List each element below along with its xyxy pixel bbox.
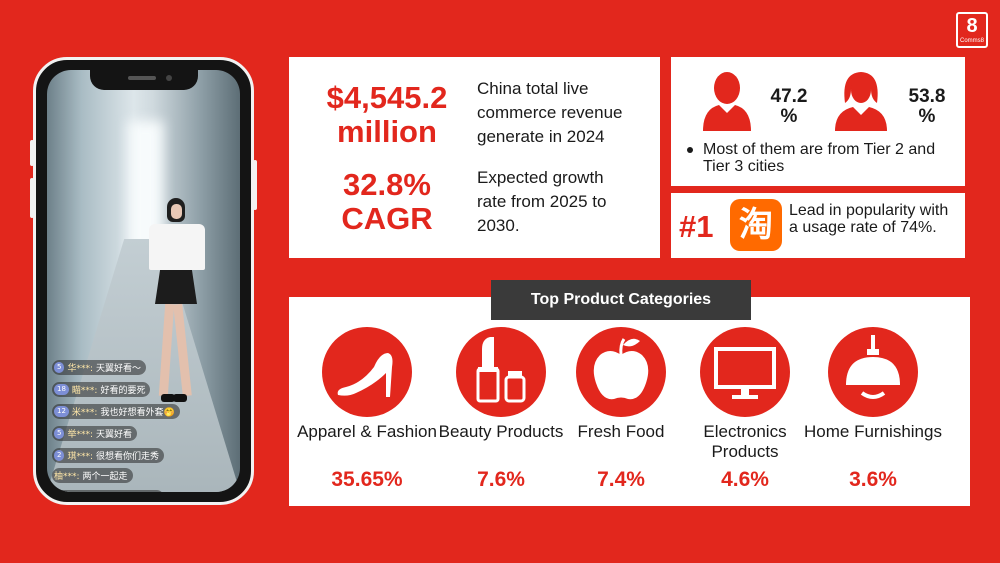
phone-mockup: 5 华***: 天翼好看～ 18 瞄***: 好看的要死 12 米***: 我也好想看外套🤭 5 举… — [30, 57, 257, 505]
category-beauty: Beauty Products 7.6% — [431, 327, 571, 492]
high-heel-icon — [337, 353, 393, 397]
comment-text: 好看的要死 — [100, 386, 146, 396]
category-value: 7.6% — [477, 468, 525, 491]
live-comment: 5 华***: 天翼好看～ — [52, 356, 222, 378]
comment-bubble: 柚***: 两个一起走 — [52, 468, 133, 483]
revenue-value: $4,545.2 million — [326, 80, 448, 149]
category-name: Fresh Food — [577, 422, 665, 441]
live-comment: 2 琪***: 很想看你们走秀 — [52, 444, 222, 466]
growth-value: 32.8% CAGR — [341, 167, 433, 236]
comment-user: 米***: — [71, 408, 98, 418]
monitor-icon — [714, 347, 776, 399]
level-badge: 5 — [54, 362, 65, 373]
comment-user: 琪***: — [67, 452, 94, 462]
category-electronics: Electronics Products 4.6% — [675, 327, 815, 492]
comment-text: 天翼好看 — [96, 430, 133, 440]
level-badge: 5 — [54, 428, 65, 439]
category-value: 4.6% — [721, 468, 769, 491]
comment-text: 很想看你们走秀 — [96, 452, 160, 462]
logo-brand: Comms8 — [959, 38, 984, 44]
comment-text: 我也好想看外套🤭 — [100, 408, 175, 418]
comment-bubble: 5 举***: 天翼好看 — [52, 426, 138, 441]
male-icon — [703, 72, 751, 131]
live-comment: 18 瞄***: 好看的要死 — [52, 378, 222, 400]
live-comments: 5 华***: 天翼好看～ 18 瞄***: 好看的要死 12 米***: 我也好想看外套🤭 5 举… — [52, 356, 222, 492]
lamp-icon — [846, 335, 900, 399]
category-value: 7.4% — [597, 468, 645, 491]
live-comment: 5 举***: 天翼好看 — [52, 422, 222, 444]
comment-text: 两个一起走 — [82, 472, 128, 482]
livestream-screen: 5 华***: 天翼好看～ 18 瞄***: 好看的要死 12 米***: 我也好想看外套🤭 5 举… — [47, 70, 240, 492]
livestream-model — [147, 198, 207, 418]
category-name: Apparel & Fashion — [297, 422, 437, 441]
comment-text: 佳佳别指挥天翼 — [96, 491, 159, 492]
comment-bubble: 12 米***: 我也好想看外套🤭 — [52, 404, 180, 419]
categories-title: Top Product Categories — [491, 280, 751, 320]
phone-notch — [89, 70, 198, 90]
live-comment: 柚***: 两个一起走 — [52, 466, 222, 486]
brand-logo: 8 Comms8 — [956, 12, 988, 48]
comment-user: 举***: — [67, 430, 94, 440]
revenue-description: China total live commerce revenue genera… — [477, 79, 623, 146]
logo-number: 8 — [966, 15, 978, 37]
female-percent: 53.8 % — [908, 86, 946, 127]
female-icon — [835, 72, 887, 131]
category-name: Home Furnishings — [804, 422, 942, 441]
level-badge: 12 — [54, 406, 69, 417]
revenue-card: $4,545.2 million China total live commer… — [289, 57, 660, 258]
category-apparel: Apparel & Fashion 35.65% — [297, 327, 437, 492]
category-food: Fresh Food 7.4% — [551, 327, 691, 492]
category-value: 3.6% — [849, 468, 897, 491]
comment-bubble: 18 瞄***: 好看的要死 — [52, 382, 151, 397]
live-comment: 12 米***: 我也好想看外套🤭 — [52, 400, 222, 422]
categories-card: Apparel & Fashion 35.65% Beauty Products… — [289, 297, 970, 506]
category-name: Electronics Products — [703, 422, 787, 461]
category-name: Beauty Products — [438, 422, 564, 441]
comment-text: 天翼好看～ — [96, 364, 142, 374]
comment-bubble: 2 琪***: 很想看你们走秀 — [52, 448, 165, 463]
taobao-icon: 淘 — [730, 199, 782, 251]
comment-bubble: 5举***:佳佳别指挥天翼 — [52, 490, 165, 492]
comment-bubble: 5 华***: 天翼好看～ — [52, 360, 147, 375]
platform-card: #1 淘 Lead in popularity with a usage rat… — [671, 193, 965, 258]
tier-note: Most of them are from Tier 2 and Tier 3 … — [685, 141, 955, 175]
comment-user: 柚***: — [54, 472, 80, 482]
lipstick-icon — [476, 337, 526, 403]
platform-description: Lead in popularity with a usage rate of … — [789, 202, 949, 236]
apple-icon — [593, 338, 649, 400]
live-comment: 5举***:佳佳别指挥天翼 — [52, 486, 222, 492]
growth-description: Expected growth rate from 2025 to 2030. — [477, 168, 607, 235]
demographics-card: 47.2 % 53.8 % Most of them are from Tier… — [671, 57, 965, 186]
category-home: Home Furnishings 3.6% — [803, 327, 943, 492]
comment-user: 瞄***: — [71, 386, 98, 396]
level-badge: 2 — [54, 450, 65, 461]
comment-user: 举***: — [67, 491, 93, 492]
platform-rank: #1 — [679, 209, 714, 244]
male-percent: 47.2 % — [770, 86, 808, 127]
category-value: 35.65% — [331, 468, 403, 491]
comment-user: 华***: — [67, 364, 94, 374]
level-badge: 18 — [54, 384, 69, 395]
